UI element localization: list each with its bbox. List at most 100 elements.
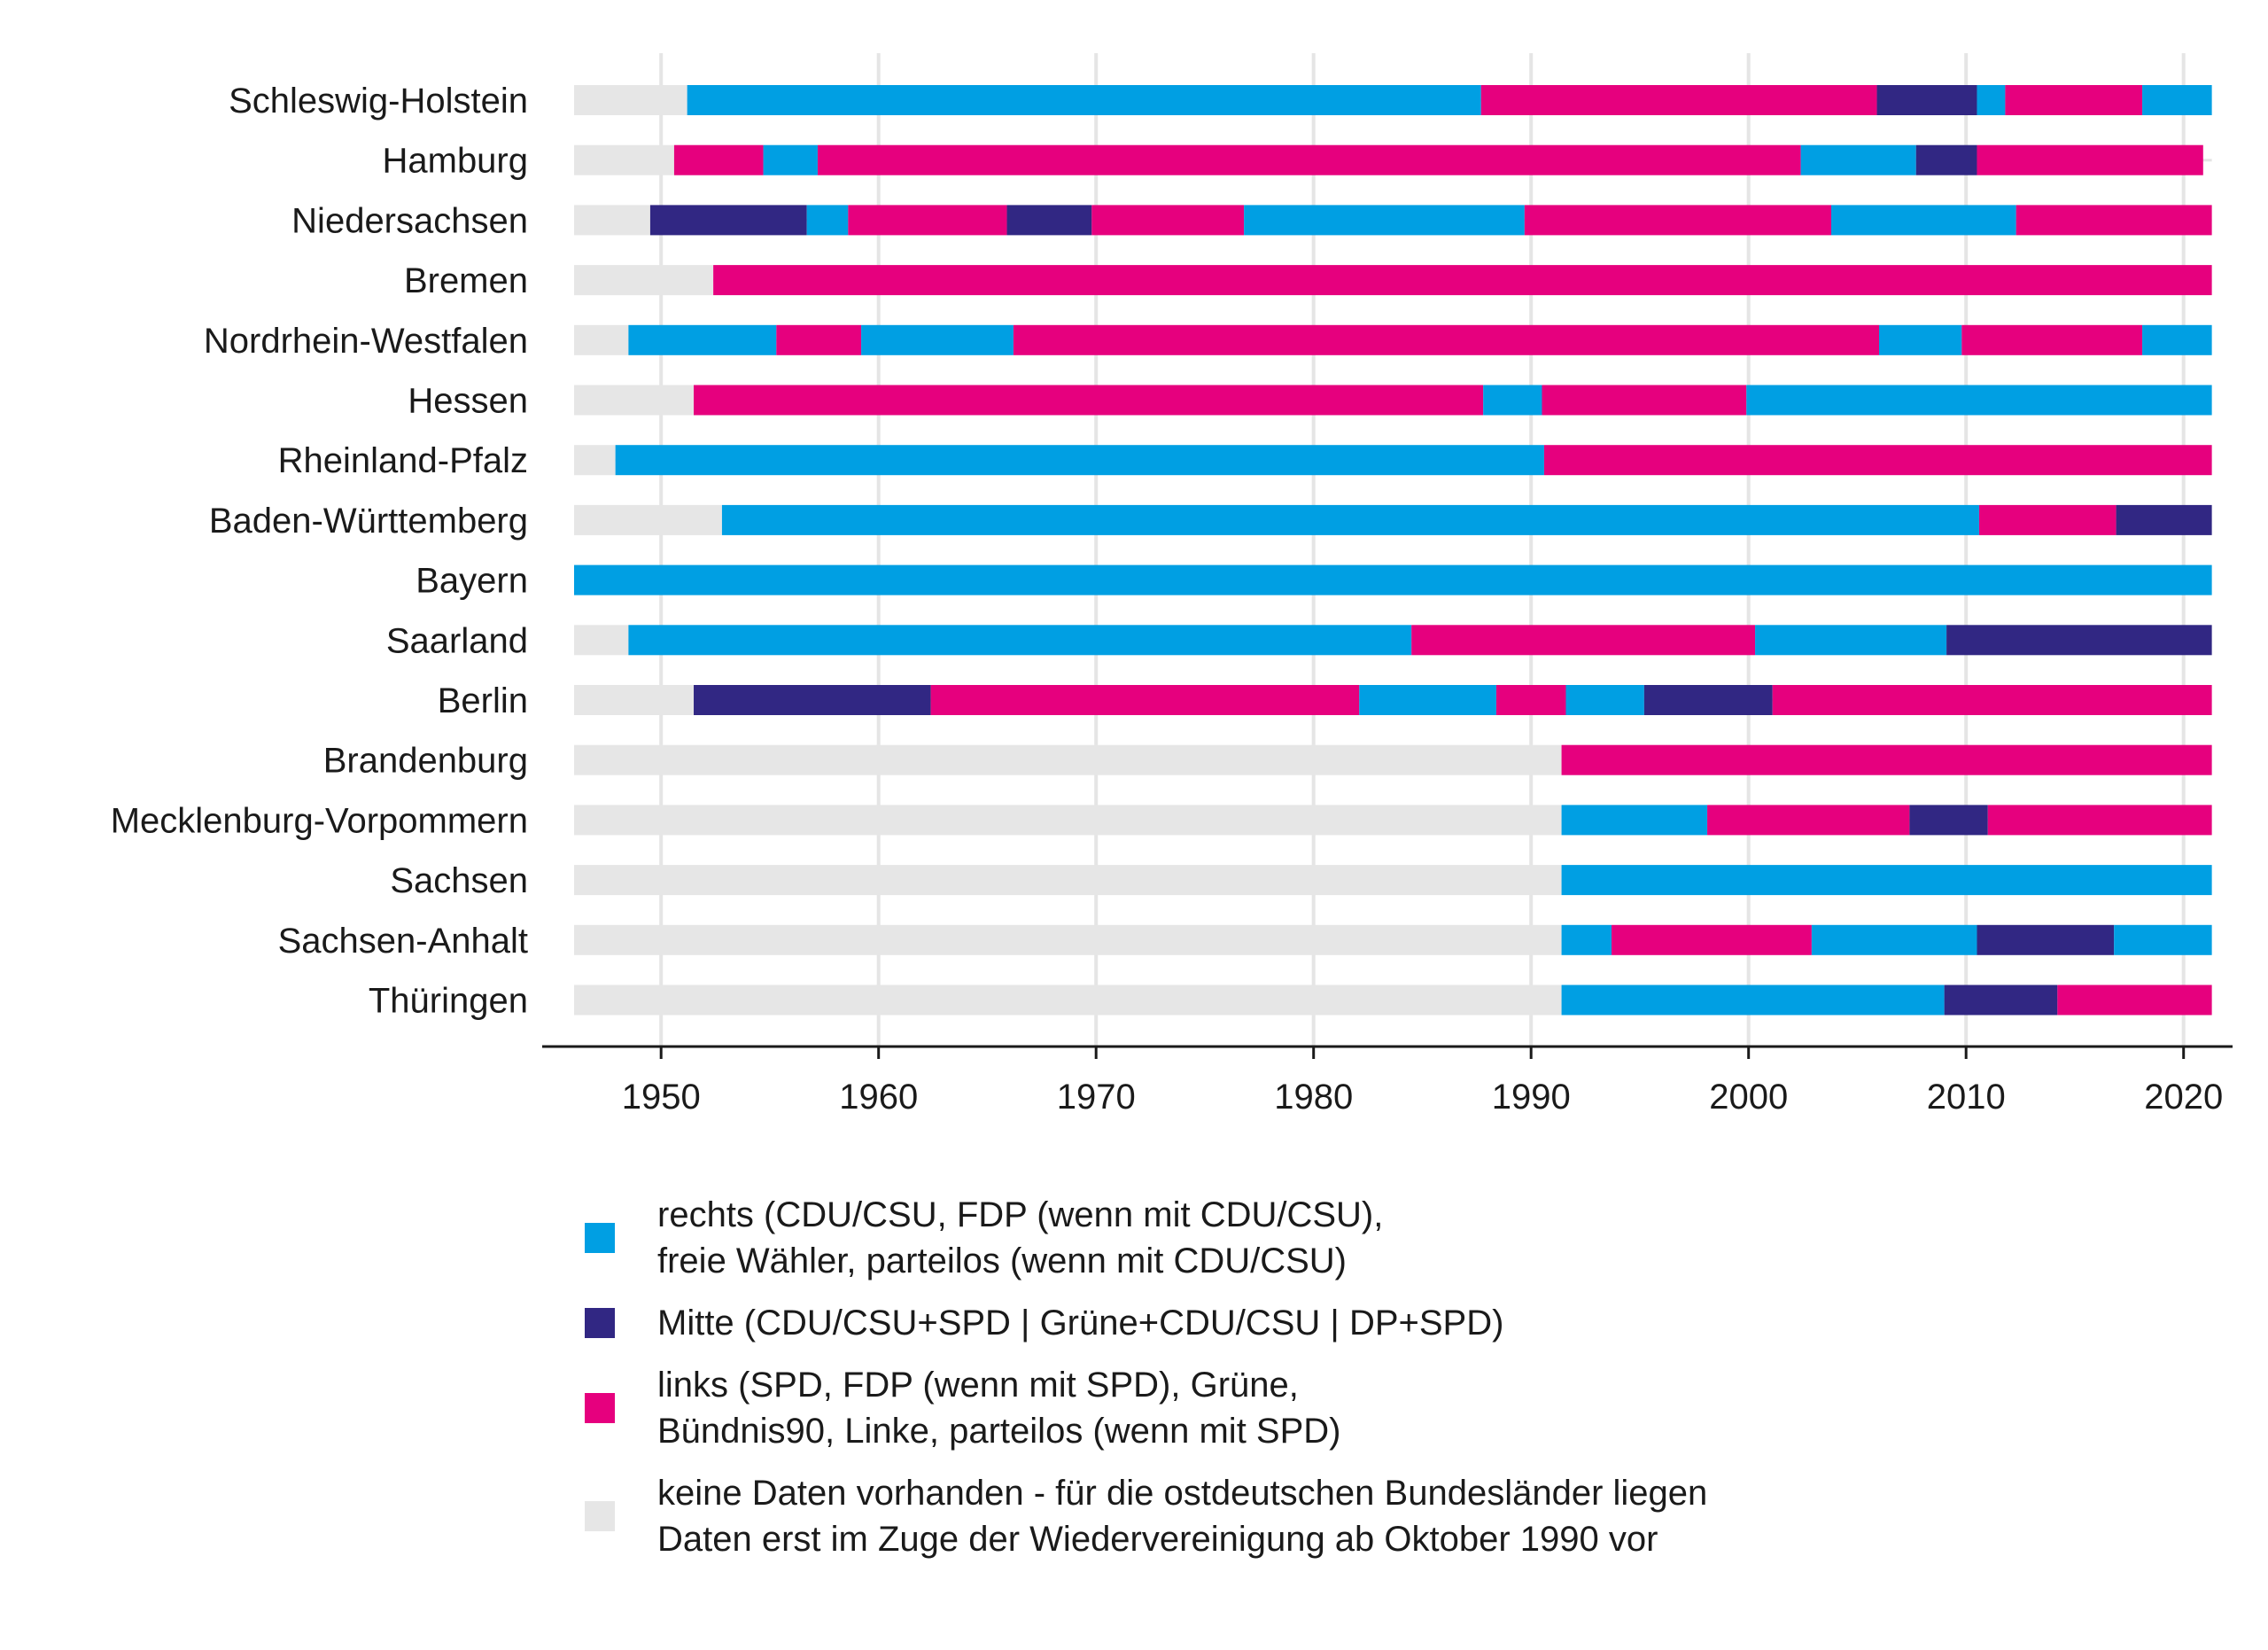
bar-segment-links <box>2016 205 2212 236</box>
legend-swatch-mitte <box>585 1308 615 1338</box>
bar-segment-mitte <box>1915 144 1977 175</box>
row-label: Sachsen-Anhalt <box>278 922 528 961</box>
legend: rechts (CDU/CSU, FDP (wenn mit CDU/CSU),… <box>585 1192 1707 1578</box>
bar-segment-links <box>1411 625 1756 656</box>
legend-item-rechts: rechts (CDU/CSU, FDP (wenn mit CDU/CSU),… <box>585 1192 1707 1284</box>
bar-segment-links <box>2057 985 2212 1016</box>
bar-segment-links <box>694 385 1484 416</box>
row-label: Rheinland-Pfalz <box>278 441 528 480</box>
bar-segment-links <box>1977 144 2203 175</box>
legend-label-links-line2: Bündnis90, Linke, parteilos (wenn mit SP… <box>657 1412 1341 1451</box>
legend-item-none: keine Daten vorhanden - für die ostdeuts… <box>585 1470 1707 1562</box>
bar-segment-rechts <box>763 144 818 175</box>
bar-segment-none <box>574 924 1562 955</box>
row-label: Hessen <box>408 382 528 421</box>
row-label: Thüringen <box>369 982 528 1021</box>
bar-segment-mitte <box>1006 205 1092 236</box>
bar-segment-links <box>1495 685 1566 715</box>
bar-segment-links <box>1772 685 2212 715</box>
row-label: Sachsen <box>390 861 528 900</box>
bar-segment-rechts <box>1561 805 1708 836</box>
row-label: Nordrhein-Westfalen <box>204 322 528 361</box>
bar-segment-rechts <box>1977 85 2006 115</box>
legend-label-none-line2: Daten erst im Zuge der Wiedervereinigung… <box>657 1520 1658 1559</box>
bar-segment-links <box>673 144 764 175</box>
bar-segment-none <box>574 144 674 175</box>
bar-segment-rechts <box>1800 144 1916 175</box>
bar-segment-none <box>574 265 714 296</box>
bar-segment-links <box>930 685 1360 715</box>
bar-segment-mitte <box>2116 504 2212 535</box>
bar-segment-rechts <box>628 324 777 355</box>
bar-segment-rechts <box>628 625 1412 656</box>
bar-segment-rechts <box>1359 685 1496 715</box>
bar-segment-rechts <box>2142 85 2212 115</box>
bar-segment-links <box>1524 205 1831 236</box>
bar-segment-mitte <box>1946 625 2212 656</box>
bars-layer <box>574 85 2212 1016</box>
row-label: Mecklenburg-Vorpommern <box>111 801 528 840</box>
bar-segment-mitte <box>649 205 807 236</box>
x-tick-label: 2000 <box>1709 1078 1788 1117</box>
bar-segment-links <box>1987 805 2212 836</box>
bar-segment-links <box>1961 324 2143 355</box>
bar-segment-none <box>574 744 1562 775</box>
bar-segment-none <box>574 445 616 476</box>
bar-segment-links <box>1542 385 1747 416</box>
bar-segment-none <box>574 625 629 656</box>
bar-segment-rechts <box>721 504 1979 535</box>
bar-segment-rechts <box>1565 685 1644 715</box>
bar-segment-links <box>776 324 862 355</box>
row-label: Bayern <box>416 562 528 601</box>
bar-segment-mitte <box>1944 985 2058 1016</box>
bar-segment-none <box>574 805 1562 836</box>
bar-segment-links <box>1013 324 1879 355</box>
bar-segment-rechts <box>1561 865 2212 896</box>
row-label: Baden-Württemberg <box>209 502 528 541</box>
bar-segment-rechts <box>1755 625 1947 656</box>
bar-segment-links <box>817 144 1801 175</box>
row-label: Berlin <box>438 681 528 720</box>
bar-segment-mitte <box>1876 85 1977 115</box>
bar-segment-none <box>574 85 687 115</box>
bar-segment-rechts <box>806 205 849 236</box>
bar-segment-rechts <box>1830 205 2016 236</box>
bar-segment-links <box>1707 805 1910 836</box>
bar-segment-rechts <box>1561 985 1945 1016</box>
bar-segment-links <box>1612 924 1812 955</box>
bar-segment-mitte <box>1643 685 1773 715</box>
x-tick-label: 2010 <box>1927 1078 2006 1117</box>
bar-segment-links <box>1480 85 1877 115</box>
x-tick-label: 1960 <box>839 1078 918 1117</box>
bar-segment-rechts <box>1746 385 2212 416</box>
x-tick-label: 1990 <box>1492 1078 1571 1117</box>
bar-segment-none <box>574 985 1562 1016</box>
bar-segment-none <box>574 205 650 236</box>
x-tick-label: 1970 <box>1057 1078 1136 1117</box>
x-tick-label: 1950 <box>622 1078 701 1117</box>
bar-segment-none <box>574 504 722 535</box>
legend-label-rechts-line1: rechts (CDU/CSU, FDP (wenn mit CDU/CSU), <box>657 1195 1384 1234</box>
bar-segment-rechts <box>2142 324 2212 355</box>
row-label: Schleswig-Holstein <box>229 82 528 121</box>
bar-segment-rechts <box>1811 924 1977 955</box>
x-axis: 1950 1960 1970 1980 1990 2000 2010 2020 <box>542 1045 2233 1117</box>
legend-label-mitte-line1: Mitte (CDU/CSU+SPD | Grüne+CDU/CSU | DP+… <box>657 1304 1504 1343</box>
bar-segment-mitte <box>1909 805 1988 836</box>
legend-label-none-line1: keine Daten vorhanden - für die ostdeuts… <box>657 1474 1708 1513</box>
bar-segment-rechts <box>615 445 1544 476</box>
legend-item-mitte: Mitte (CDU/CSU+SPD | Grüne+CDU/CSU | DP+… <box>585 1300 1707 1346</box>
grid-lines <box>574 53 2212 1047</box>
row-label: Saarland <box>386 621 528 660</box>
bar-segment-none <box>574 324 629 355</box>
bar-segment-rechts <box>574 564 2212 595</box>
bar-segment-links <box>1978 504 2117 535</box>
legend-label-links-line1: links (SPD, FDP (wenn mit SPD), Grüne, <box>657 1366 1299 1405</box>
bar-segment-mitte <box>1977 924 2115 955</box>
bar-segment-links <box>2005 85 2143 115</box>
row-label: Bremen <box>404 261 528 300</box>
bar-segment-none <box>574 685 695 715</box>
x-tick-label: 1980 <box>1274 1078 1353 1117</box>
bar-segment-rechts <box>2114 924 2212 955</box>
